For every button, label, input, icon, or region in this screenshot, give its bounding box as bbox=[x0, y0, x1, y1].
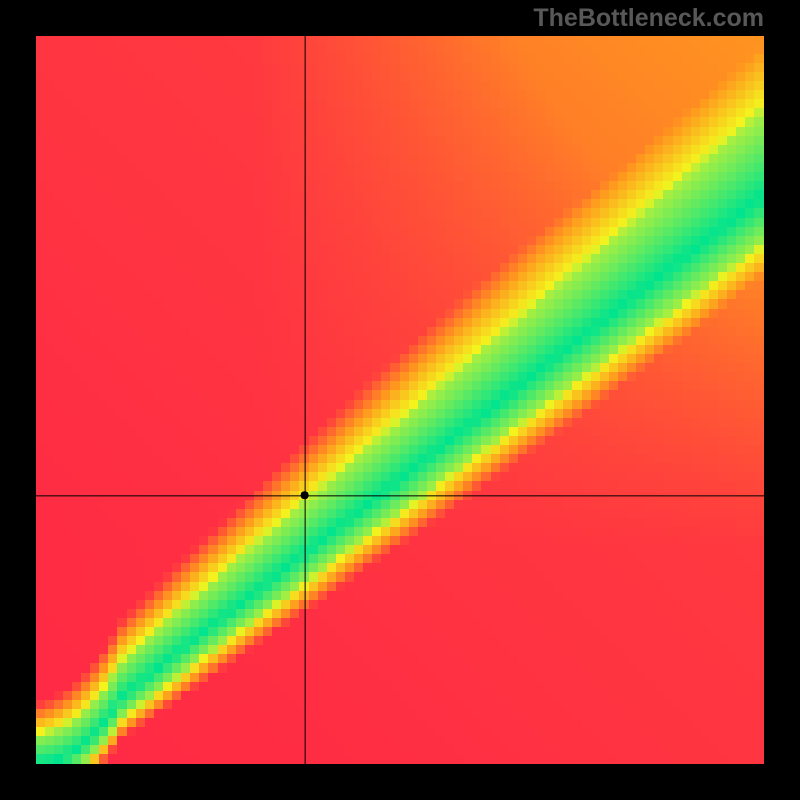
watermark-text: TheBottleneck.com bbox=[533, 4, 764, 33]
chart-container: TheBottleneck.com bbox=[0, 0, 800, 800]
bottleneck-heatmap bbox=[36, 36, 764, 764]
